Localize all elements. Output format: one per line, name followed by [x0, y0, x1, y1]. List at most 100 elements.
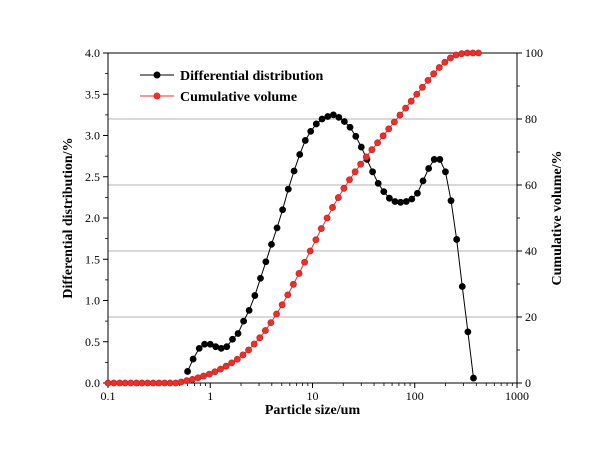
cumulative-volume-point	[390, 118, 398, 126]
cumulative-volume-point	[430, 70, 438, 78]
differential-distribution-point	[402, 198, 410, 205]
left-y-tick-label: 3.0	[85, 129, 100, 143]
cumulative-volume-point	[250, 340, 258, 348]
cumulative-volume-point	[340, 184, 348, 192]
differential-distribution-point	[262, 258, 270, 266]
differential-distribution-point	[397, 198, 404, 206]
cumulative-volume-point	[458, 50, 466, 58]
differential-distribution-point	[357, 143, 365, 151]
x-tick-label: 0.1	[101, 389, 116, 403]
cumulative-volume-point	[329, 204, 336, 211]
differential-distribution-point	[290, 167, 298, 175]
differential-distribution-point	[340, 118, 348, 125]
differential-distribution-point	[352, 132, 360, 140]
cumulative-volume-point	[346, 176, 353, 184]
cumulative-volume-point	[317, 225, 325, 232]
left-y-tick-label: 0.5	[85, 335, 100, 349]
differential-distribution-point	[257, 274, 264, 282]
cumulative-volume-point	[301, 258, 308, 266]
differential-distribution-point	[240, 317, 248, 325]
cumulative-volume-point	[278, 301, 286, 309]
differential-distribution-point	[414, 189, 421, 197]
cumulative-volume-point	[211, 368, 219, 376]
cumulative-volume-point	[144, 379, 152, 387]
differential-distribution-point	[268, 240, 275, 248]
cumulative-volume-point	[447, 54, 454, 62]
cumulative-volume-point	[334, 194, 342, 201]
differential-distribution-point	[374, 179, 382, 187]
differential-distribution-point	[408, 195, 416, 203]
x-tick-label: 100	[406, 389, 424, 403]
x-tick-label: 10	[307, 389, 319, 403]
cumulative-volume-point	[413, 90, 421, 98]
right-y-tick-label: 0	[525, 376, 531, 390]
differential-distribution-point	[464, 328, 472, 336]
left-y-tick-label: 1.5	[85, 252, 100, 266]
differential-distribution-point	[385, 194, 393, 202]
differential-distribution-point	[201, 340, 208, 348]
cumulative-volume-point	[284, 291, 292, 299]
cumulative-volume-point	[127, 379, 135, 387]
differential-distribution-point	[245, 306, 253, 314]
cumulative-volume-point	[452, 51, 460, 59]
differential-distribution-point	[458, 283, 466, 290]
cumulative-volume-point	[306, 247, 314, 255]
differential-distribution-point	[369, 168, 376, 176]
differential-distribution-point	[251, 292, 259, 299]
differential-distribution-point	[195, 344, 203, 352]
differential-distribution-point	[234, 330, 242, 337]
differential-distribution-point	[284, 185, 292, 193]
cumulative-volume-point	[245, 346, 252, 354]
cumulative-volume-point	[351, 168, 359, 176]
right-y-axis-title: Cumulative volume/%	[550, 151, 565, 286]
left-y-tick-label: 2.0	[85, 211, 100, 225]
left-y-tick-label: 0.0	[85, 376, 100, 390]
cumulative-volume-point	[385, 125, 393, 133]
differential-distribution-point	[318, 115, 326, 123]
differential-distribution-point	[312, 120, 320, 128]
x-axis-title: Particle size/um	[265, 403, 361, 418]
cumulative-volume-point	[475, 49, 482, 57]
differential-distribution-point	[217, 344, 225, 352]
differential-distribution-point	[419, 177, 427, 185]
cumulative-volume-point	[110, 379, 118, 387]
cumulative-volume-point	[418, 83, 426, 91]
cumulative-volume-point	[396, 111, 404, 119]
differential-distribution-point	[430, 156, 438, 163]
differential-distribution-point	[307, 127, 315, 135]
differential-distribution-point	[324, 113, 332, 120]
cumulative-volume-point	[138, 379, 146, 387]
cumulative-volume-point	[402, 104, 410, 112]
cumulative-volume-point	[362, 153, 370, 161]
legend-marker-differential	[153, 71, 161, 79]
cumulative-volume-point	[261, 327, 269, 334]
legend-label-cumulative: Cumulative volume	[180, 90, 297, 105]
differential-distribution-point	[184, 368, 191, 375]
cumulative-volume-point	[200, 372, 207, 380]
cumulative-volume-point	[273, 310, 280, 318]
plot-frame	[107, 52, 518, 384]
cumulative-volume-point	[441, 58, 449, 66]
cumulative-volume-point	[368, 146, 376, 154]
cumulative-volume-point	[323, 214, 331, 222]
legend-label-differential: Differential distribution	[180, 69, 323, 84]
cumulative-volume-point	[149, 379, 157, 387]
left-y-tick-label: 2.5	[85, 170, 100, 184]
cumulative-volume-point	[228, 359, 236, 367]
differential-distribution-point	[380, 188, 388, 195]
differential-distribution-point	[189, 355, 197, 363]
cumulative-volume-point	[166, 379, 174, 387]
left-y-tick-label: 3.5	[85, 87, 100, 101]
axes: 0.1 1 10 100 10000.00.51.01.52.02.53.03.54.0…	[85, 46, 543, 403]
right-y-tick-label: 40	[525, 244, 537, 258]
differential-distribution-point	[442, 168, 449, 176]
cumulative-volume-point	[289, 280, 297, 288]
left-y-axis-title: Differential distribution/%	[61, 137, 76, 298]
differential-distribution-point	[229, 335, 236, 343]
cumulative-volume-point	[121, 379, 129, 387]
cumulative-volume-point	[267, 319, 275, 327]
differential-distribution-point	[296, 151, 304, 158]
differential-distribution-point	[346, 123, 354, 131]
cumulative-volume-point	[189, 375, 196, 383]
